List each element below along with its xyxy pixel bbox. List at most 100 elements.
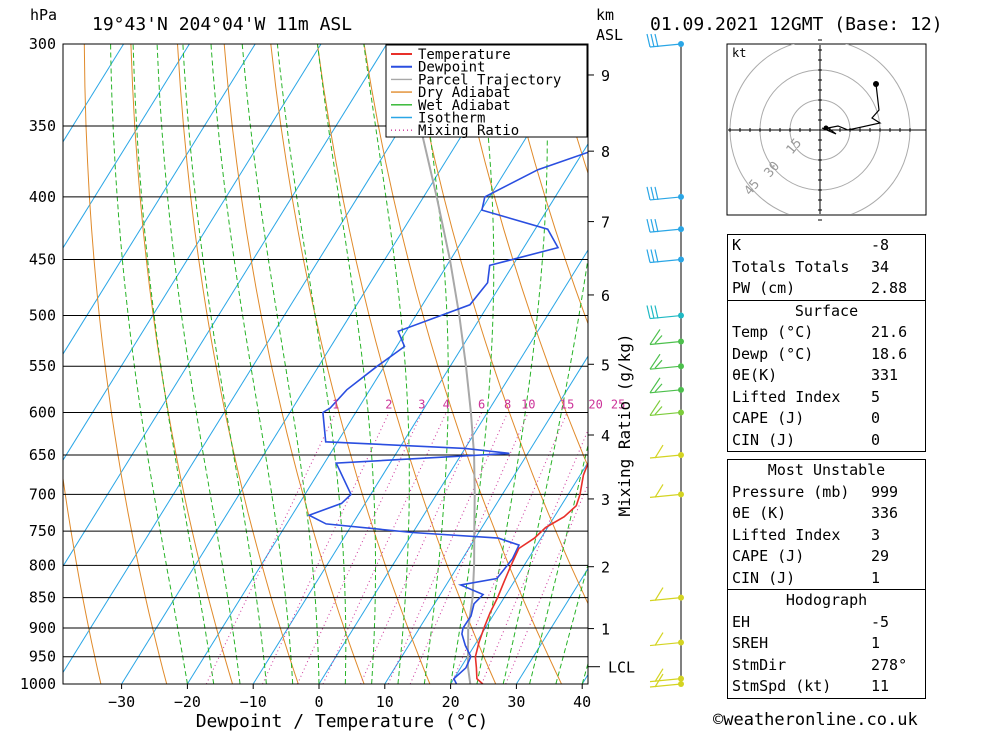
- pressure-tick-label: 400: [29, 188, 56, 206]
- table-row: CAPE (J) 29: [728, 546, 925, 568]
- wind-barb: [649, 400, 682, 417]
- height-tick-label: 9: [601, 67, 610, 85]
- wind-barb: [646, 305, 682, 320]
- lcl-label: LCL: [608, 659, 635, 677]
- surface-title: Surface: [794, 301, 859, 320]
- isotherm-line: [252, 143, 588, 684]
- dry-adiabat-line: [223, 44, 365, 684]
- height-tick-label: 4: [601, 427, 610, 445]
- mixing-ratio-line: [262, 412, 390, 684]
- row-value: 336: [871, 504, 899, 522]
- table-row: SREH 1: [728, 633, 925, 655]
- legend-entry: Mixing Ratio: [418, 123, 519, 139]
- row-value: 999: [871, 482, 899, 501]
- row-value: 11: [871, 677, 890, 695]
- wet-adiabat-line: [476, 44, 548, 684]
- mixing-ratio-label: 15: [560, 397, 574, 411]
- table-row: K -8: [728, 235, 925, 257]
- row-value: 18.6: [871, 344, 908, 363]
- row-label: StmSpd (kt): [732, 677, 832, 695]
- row-value: 1: [871, 568, 881, 587]
- wind-barb: [646, 249, 682, 264]
- x-tick-label: −20: [174, 693, 201, 711]
- table-row: Totals Totals 34: [728, 257, 925, 279]
- wet-adiabat-line: [241, 44, 320, 684]
- table-row: Lifted Index 5: [728, 387, 925, 409]
- wet-adiabat-line: [555, 562, 588, 684]
- dry-adiabat-line: [83, 44, 168, 684]
- table-row: θE(K) 331: [728, 365, 925, 387]
- mixing-ratio-line: [505, 482, 588, 684]
- row-label: CIN (J): [732, 430, 796, 449]
- row-value: 21.6: [871, 323, 908, 341]
- surface-section: Surface Temp (°C) 21.6 Dewp (°C) 18.6 θE(K) 3…: [728, 299, 925, 452]
- mixing-ratio-line: [322, 412, 447, 684]
- most-unstable-title: Most Unstable: [767, 461, 886, 479]
- isotherm-line: [63, 44, 388, 568]
- row-value: -5: [871, 612, 890, 631]
- pressure-tick-label: 350: [29, 117, 56, 135]
- row-label: Lifted Index: [732, 525, 841, 544]
- mixing-ratio-label: 8: [504, 397, 511, 411]
- mixing-ratio-label: 1: [332, 397, 339, 411]
- table-row: CIN (J) 1: [728, 568, 925, 590]
- height-tick-label: 1: [601, 621, 610, 639]
- x-tick-label: 40: [573, 693, 591, 711]
- table-row: θE (K) 336: [728, 503, 925, 525]
- credit-text[interactable]: ©weatheronline.co.uk: [713, 710, 918, 730]
- table-row: CIN (J) 0: [728, 430, 925, 452]
- pressure-tick-label: 700: [29, 485, 56, 503]
- wind-barb: [649, 484, 682, 498]
- height-tick-label: 8: [601, 143, 610, 161]
- table-row: CAPE (J) 0: [728, 408, 925, 430]
- mixing-ratio-line: [409, 412, 529, 684]
- pressure-tick-label: 850: [29, 589, 56, 607]
- height-tick-label: 2: [601, 559, 610, 577]
- table-row: StmDir 278°: [728, 655, 925, 677]
- row-label: CIN (J): [732, 568, 796, 587]
- indices-panel: K -8 Totals Totals 34 PW (cm) 2.88 Surface Te…: [727, 234, 926, 452]
- mixing-ratio-axis-label: Mixing Ratio (g/kg): [615, 333, 634, 516]
- x-axis-label: Dewpoint / Temperature (°C): [196, 711, 489, 732]
- mixing-ratio-label: 10: [521, 397, 535, 411]
- wind-barb: [646, 186, 682, 201]
- legend-entry: Parcel Trajectory: [418, 72, 561, 88]
- table-row: EH -5: [728, 612, 925, 634]
- wet-adiabat-line: [182, 44, 267, 684]
- row-value: 3: [871, 525, 881, 544]
- wind-barb: [649, 632, 682, 647]
- wet-adiabat-line: [210, 44, 294, 684]
- row-label: θE (K): [732, 504, 787, 522]
- row-label: EH: [732, 612, 751, 631]
- dry-adiabat-line: [503, 44, 588, 325]
- mixing-ratio-line: [387, 412, 509, 684]
- wet-adiabat-line: [132, 44, 215, 684]
- row-label: CAPE (J): [732, 409, 805, 427]
- wind-barb: [649, 329, 682, 346]
- row-label: K: [732, 236, 742, 254]
- table-row: Pressure (mb) 999: [728, 482, 925, 504]
- hodograph-unit-label: kt: [732, 46, 746, 60]
- row-value: 2.88: [871, 279, 908, 297]
- isotherm-line: [63, 44, 454, 674]
- mixing-ratio-label: 20: [588, 397, 602, 411]
- row-label: SREH: [732, 634, 769, 652]
- x-tick-label: −10: [240, 693, 267, 711]
- pressure-unit-label: hPa: [30, 6, 57, 24]
- table-row: Lifted Index 3: [728, 525, 925, 547]
- isotherm-line: [121, 44, 519, 684]
- row-label: θE(K): [732, 366, 778, 384]
- plot-frame: [62, 43, 589, 685]
- wet-adiabat-line: [317, 44, 376, 684]
- most-unstable-panel: Most Unstable Pressure (mb) 999 θE (K) 336 L…: [727, 459, 926, 699]
- height-unit-asl: ASL: [596, 26, 623, 44]
- table-row: Temp (°C) 21.6: [728, 322, 925, 344]
- row-label: Pressure (mb): [732, 482, 850, 501]
- pressure-tick-label: 650: [29, 446, 56, 464]
- height-unit-km: km: [596, 6, 614, 24]
- row-value: 0: [871, 409, 881, 427]
- row-value: 5: [871, 387, 881, 406]
- hodograph-section: Hodograph EH -5 SREH 1 StmDir 278° StmSpd (kt)…: [728, 589, 925, 698]
